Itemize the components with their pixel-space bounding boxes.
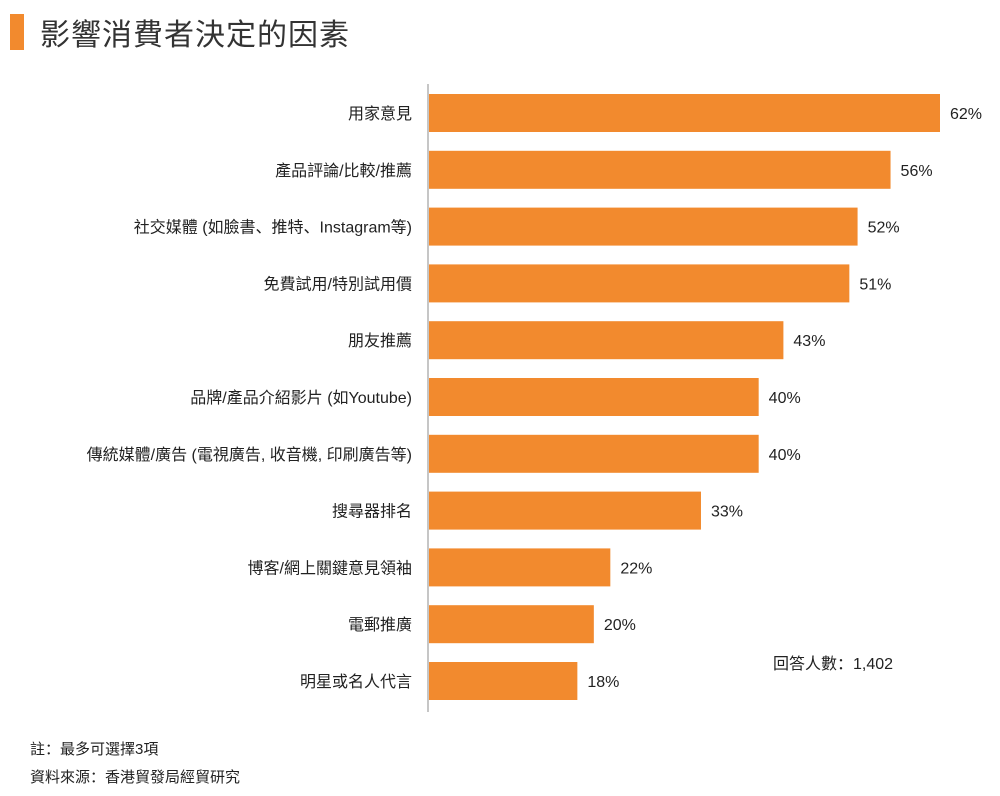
category-label-4: 朋友推薦 (348, 332, 412, 350)
category-label-8: 博客/網上關鍵意見領袖 (248, 558, 412, 577)
value-label-10: 18% (587, 674, 619, 691)
bar-1 (429, 150, 891, 189)
category-label-1: 產品評論/比較/推薦 (275, 162, 412, 180)
bar-5 (429, 378, 759, 416)
footnote-source: 資料來源：香港貿發局經貿研究 (30, 769, 241, 786)
footnote-note: 註：最多可選擇3項 (30, 741, 159, 758)
value-label-3: 51% (859, 276, 891, 293)
category-label-2: 社交媒體 (如臉書、推特、Instagram等) (134, 219, 412, 237)
bar-6 (429, 434, 759, 473)
value-label-9: 20% (604, 617, 636, 634)
bar-7 (429, 491, 701, 530)
value-label-0: 62% (950, 106, 982, 123)
value-label-5: 40% (769, 390, 801, 407)
category-label-3: 免費試用/特別試用價 (264, 275, 412, 293)
chart-title: 影響消費者決定的因素 (40, 18, 350, 53)
footnotes: 註：最多可選擇3項 資料來源：香港貿發局經貿研究 (30, 736, 240, 792)
value-label-6: 40% (769, 447, 801, 464)
bar-3 (429, 264, 850, 303)
category-label-6: 傳統媒體/廣告 (電視廣告, 收音機, 印刷廣告等) (87, 446, 412, 464)
category-label-9: 電郵推廣 (348, 616, 412, 634)
bar-2 (429, 207, 858, 246)
category-label-10: 明星或名人代言 (300, 673, 412, 691)
chart-title-block: 影響消費者決定的因素 (10, 12, 350, 53)
title-accent-bar (10, 14, 24, 50)
respondents-count: 回答人數：1,402 (773, 656, 894, 673)
category-label-5: 品牌/產品介紹影片 (如Youtube) (190, 389, 412, 407)
category-label-7: 搜尋器排名 (332, 503, 412, 521)
value-label-7: 33% (711, 504, 743, 521)
bar-10 (429, 662, 578, 700)
value-label-4: 43% (793, 333, 825, 350)
value-label-8: 22% (620, 560, 652, 577)
value-label-2: 52% (868, 220, 900, 237)
value-label-1: 56% (901, 163, 933, 180)
category-label-0: 用家意見 (348, 104, 412, 123)
bar-4 (429, 321, 784, 360)
bar-9 (429, 605, 594, 644)
bar-0 (429, 94, 940, 132)
bar-8 (429, 548, 611, 587)
